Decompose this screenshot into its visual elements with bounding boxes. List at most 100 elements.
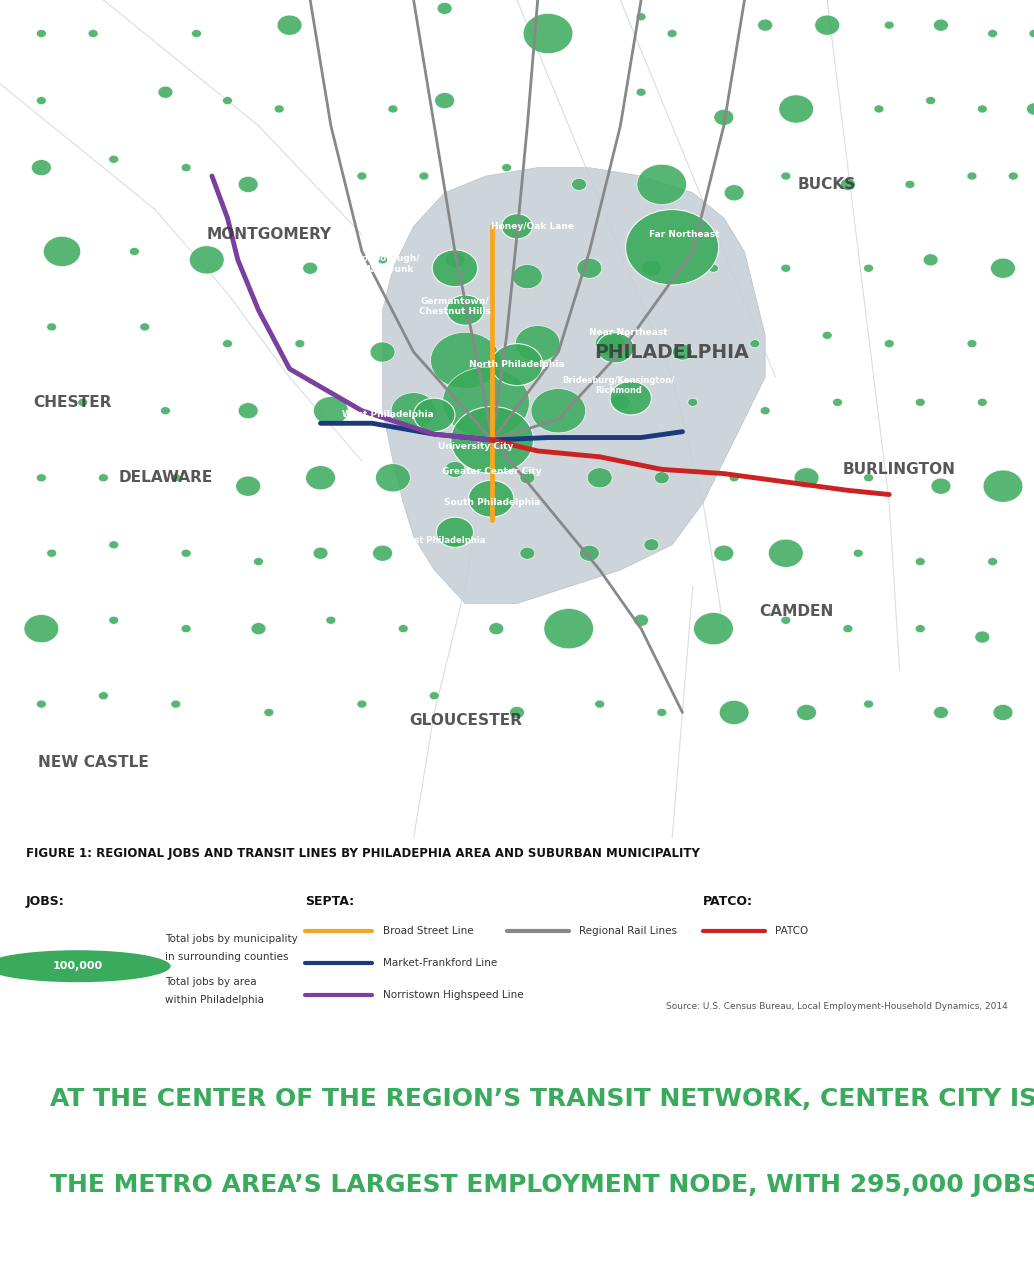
Circle shape [306,466,335,490]
Circle shape [1008,171,1018,180]
Circle shape [572,178,586,190]
Circle shape [595,700,605,709]
Text: Bridesburg/Kensington/
Richmond: Bridesburg/Kensington/ Richmond [562,376,674,395]
Circle shape [414,398,455,432]
Text: Market-Frankford Line: Market-Frankford Line [383,958,496,968]
Circle shape [171,700,181,709]
Circle shape [655,471,669,484]
Circle shape [923,254,938,265]
Circle shape [637,164,687,204]
Circle shape [796,705,817,720]
Text: 100,000: 100,000 [53,961,102,972]
Circle shape [391,392,436,429]
Circle shape [326,616,336,625]
Circle shape [987,558,998,565]
Circle shape [672,344,693,361]
Circle shape [1027,103,1034,116]
Text: DELAWARE: DELAWARE [118,470,213,485]
Circle shape [841,178,855,190]
Circle shape [577,258,602,278]
Circle shape [158,86,173,98]
Text: PATCO:: PATCO: [703,895,753,908]
Circle shape [36,97,47,104]
Circle shape [720,700,749,725]
Circle shape [313,396,348,424]
Circle shape [47,549,57,558]
Circle shape [987,29,998,38]
Text: Greater Center City: Greater Center City [443,466,542,475]
Text: SEPTA:: SEPTA: [305,895,355,908]
Circle shape [238,403,258,419]
Circle shape [975,631,990,643]
Circle shape [874,105,884,113]
Circle shape [419,171,429,180]
Circle shape [31,160,52,175]
Text: West Philadelphia: West Philadelphia [342,410,433,419]
Circle shape [1029,29,1034,38]
Circle shape [451,406,534,474]
Circle shape [520,547,535,559]
Circle shape [915,399,925,406]
Text: JOBS:: JOBS: [26,895,64,908]
Circle shape [445,251,465,268]
Circle shape [667,29,677,38]
Circle shape [450,541,460,549]
Circle shape [713,545,734,561]
Circle shape [109,541,119,549]
Circle shape [610,394,631,410]
Circle shape [634,615,648,626]
Text: Source: U.S. Census Bureau, Local Employment-Household Dynamics, 2014: Source: U.S. Census Bureau, Local Employ… [666,1002,1008,1011]
Circle shape [36,474,47,481]
Circle shape [430,333,500,389]
Circle shape [357,171,367,180]
Circle shape [905,180,915,188]
Circle shape [934,706,948,719]
Text: Honey/Oak Lane: Honey/Oak Lane [491,222,574,231]
Circle shape [520,471,535,484]
Circle shape [491,344,543,386]
Circle shape [468,480,514,517]
Circle shape [523,14,573,53]
Circle shape [863,474,874,481]
Circle shape [915,558,925,565]
Circle shape [884,22,894,29]
Circle shape [510,706,524,719]
Circle shape [274,105,284,113]
Circle shape [429,692,439,700]
Circle shape [925,97,936,104]
Circle shape [832,399,843,406]
Circle shape [967,171,977,180]
Text: Southwest Philadelphia: Southwest Philadelphia [373,536,485,545]
Circle shape [991,258,1015,278]
Circle shape [750,339,760,348]
Circle shape [24,615,59,643]
Circle shape [501,164,512,171]
Circle shape [181,625,191,632]
Circle shape [579,545,600,561]
Circle shape [931,478,951,494]
Circle shape [688,399,698,406]
Text: Germantown/
Chestnut Hills: Germantown/ Chestnut Hills [419,296,491,316]
Circle shape [78,399,88,406]
Text: Total jobs by municipality: Total jobs by municipality [165,935,298,944]
Circle shape [977,399,987,406]
Circle shape [375,464,410,491]
Circle shape [794,467,819,488]
Circle shape [43,236,81,267]
Circle shape [915,625,925,632]
Circle shape [434,93,455,109]
Circle shape [815,15,840,36]
Circle shape [694,612,733,645]
Circle shape [0,950,171,982]
Circle shape [222,97,233,104]
Circle shape [264,709,274,716]
Circle shape [160,406,171,415]
Circle shape [181,549,191,558]
Text: CAMDEN: CAMDEN [759,605,833,620]
Circle shape [515,325,560,362]
Circle shape [98,474,109,481]
Circle shape [863,700,874,709]
Circle shape [657,709,667,716]
Circle shape [47,323,57,331]
Circle shape [863,264,874,272]
